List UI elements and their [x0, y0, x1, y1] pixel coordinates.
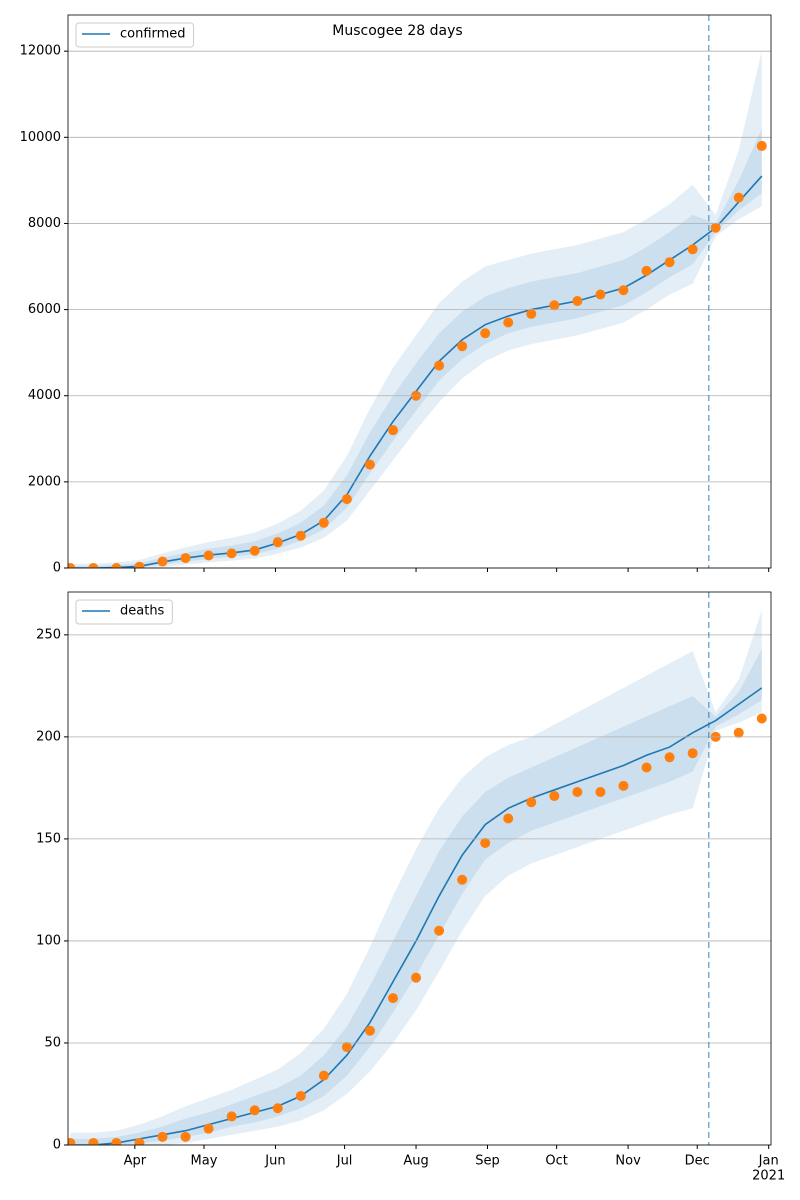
observed-point [434, 925, 445, 936]
observed-point [341, 494, 352, 505]
observed-point [387, 993, 398, 1004]
observed-point [549, 300, 560, 311]
y-tick-label: 0 [53, 1138, 61, 1153]
x-tick-label: Nov [615, 1154, 641, 1169]
y-tick-label: 150 [36, 831, 61, 846]
observed-point [203, 550, 214, 561]
observed-point [134, 1137, 145, 1145]
observed-point [641, 762, 652, 773]
observed-point [111, 1137, 122, 1145]
observed-point [88, 563, 99, 568]
legend-label: confirmed [120, 27, 186, 42]
observed-point [68, 563, 76, 568]
observed-point [641, 265, 652, 276]
observed-point [618, 285, 629, 296]
y-tick-label: 250 [36, 627, 61, 642]
y-tick-label: 50 [44, 1035, 61, 1050]
observed-point [157, 556, 168, 567]
x-tick-sublabel: 2021 [752, 1169, 785, 1184]
observed-point [249, 1105, 260, 1116]
observed-point [364, 1025, 375, 1036]
y-tick-label: 4000 [28, 388, 61, 403]
observed-point [226, 1111, 237, 1122]
observed-point [341, 1042, 352, 1053]
observed-point [710, 222, 721, 233]
axes-frame [67, 14, 772, 569]
observed-point [572, 295, 583, 306]
observed-point [295, 530, 306, 541]
x-tick-label: Jan [758, 1154, 779, 1169]
observed-point [457, 874, 468, 885]
observed-point [364, 459, 375, 470]
observed-point [272, 537, 283, 548]
axes-frame [67, 591, 772, 1146]
observed-point [733, 192, 744, 203]
observed-point [618, 780, 629, 791]
y-tick-label: 2000 [28, 474, 61, 489]
y-tick-label: 12000 [20, 44, 61, 59]
observed-point [480, 837, 491, 848]
observed-point [664, 257, 675, 268]
observed-point [157, 1131, 168, 1142]
observed-point [595, 786, 606, 797]
y-tick-label: 0 [53, 561, 61, 576]
y-tick-label: 8000 [28, 216, 61, 231]
legend-label: deaths [120, 604, 165, 619]
observed-point [318, 1070, 329, 1081]
y-tick-label: 6000 [28, 302, 61, 317]
x-tick-label: Oct [545, 1154, 567, 1169]
x-tick-label: May [191, 1154, 218, 1169]
observed-point [387, 425, 398, 436]
observed-point [503, 813, 514, 824]
observed-point [318, 517, 329, 528]
plot-area [68, 610, 767, 1145]
observed-point [434, 360, 445, 371]
observed-point [756, 713, 767, 724]
observed-point [226, 548, 237, 559]
observed-point [411, 972, 422, 983]
y-tick-label: 200 [36, 729, 61, 744]
observed-point [526, 797, 537, 808]
observed-point [733, 727, 744, 738]
observed-point [68, 1137, 76, 1145]
observed-point [134, 561, 145, 568]
observed-point [526, 308, 537, 319]
observed-point [595, 289, 606, 300]
x-tick-label: Dec [685, 1154, 710, 1169]
legend-box [75, 599, 173, 625]
x-tick-label: Sep [475, 1154, 500, 1169]
y-tick-label: 100 [36, 933, 61, 948]
observed-point [664, 752, 675, 763]
x-tick-label: Aug [403, 1154, 428, 1169]
observed-point [180, 1131, 191, 1142]
chart-title: Muscogee 28 days [332, 23, 462, 39]
band [70, 649, 762, 1145]
observed-point [687, 244, 698, 255]
observed-point [457, 341, 468, 352]
plot-area [68, 51, 767, 568]
observed-point [572, 786, 583, 797]
observed-point [687, 748, 698, 759]
legend: confirmed [75, 22, 195, 48]
observed-point [88, 1137, 99, 1145]
y-tick-label: 10000 [20, 130, 61, 145]
observed-point [756, 140, 767, 151]
observed-point [295, 1091, 306, 1102]
x-tick-label: Apr [124, 1154, 147, 1169]
observed-point [203, 1123, 214, 1134]
observed-point [249, 545, 260, 556]
band [70, 610, 762, 1145]
x-tick-label: Jul [336, 1154, 353, 1169]
legend: deaths [75, 599, 173, 625]
observed-point [503, 317, 514, 328]
observed-point [480, 328, 491, 339]
observed-point [272, 1103, 283, 1114]
legend-box [75, 22, 195, 48]
observed-point [180, 553, 191, 564]
x-tick-label: Jun [264, 1154, 285, 1169]
observed-point [111, 563, 122, 568]
observed-point [549, 791, 560, 802]
